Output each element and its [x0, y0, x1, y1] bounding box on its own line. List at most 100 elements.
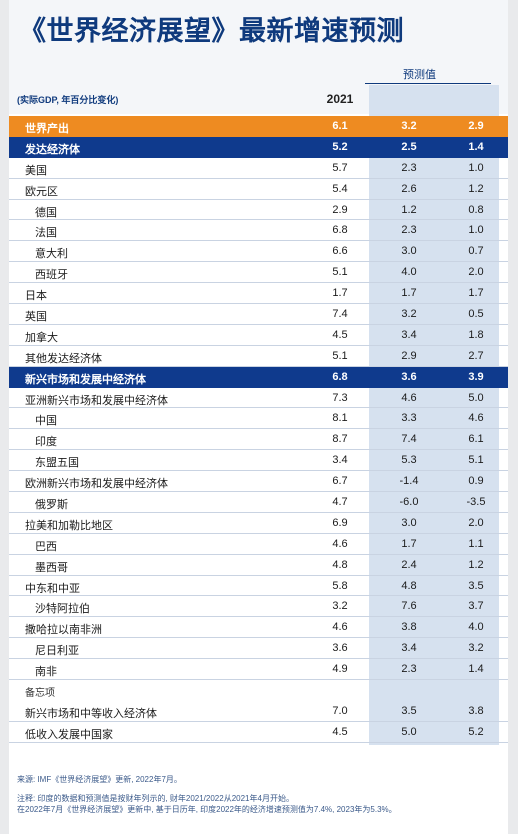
row-label: 东盟五国 [35, 457, 79, 470]
value-2021: 7.3 [332, 391, 348, 404]
table-row: 世界产出 6.1 3.2 2.9 [9, 116, 508, 137]
value-2023: 3.5 [468, 579, 484, 592]
value-2022: 1.7 [401, 537, 417, 550]
value-2021: 3.2 [332, 600, 348, 613]
value-2023: -3.5 [466, 496, 486, 509]
row-label: 巴西 [35, 540, 57, 553]
value-2022: 3.0 [401, 516, 417, 529]
table-row: 南非 4.9 2.3 1.4 [9, 659, 508, 681]
value-2023: 0.8 [468, 203, 484, 216]
value-2022: 3.8 [401, 621, 417, 634]
value-2023: 3.8 [468, 704, 484, 717]
growth-table: 世界产出 6.1 3.2 2.9 发达经济体 5.2 2.5 1.4 美国 5.7 2.3 1.0 欧元… [9, 116, 508, 743]
value-2023: 3.7 [468, 600, 484, 613]
forecast-card: 《世界经济展望》最新增速预测 预测值 (实际GDP, 年百分比变化) 2021 … [9, 0, 508, 834]
value-2023: 1.8 [468, 328, 484, 341]
value-2021: 5.1 [332, 266, 348, 279]
row-label: 备忘项 [25, 688, 55, 700]
row-label: 印度 [35, 436, 57, 449]
value-2022: 4.8 [401, 579, 417, 592]
row-label: 中东和中亚 [25, 582, 80, 595]
row-label: 亚洲新兴市场和发展中经济体 [25, 394, 168, 407]
footer: 来源: IMF《世界经济展望》更新, 2022年7月。 注释: 印度的数据和预测… [17, 774, 497, 815]
value-2022: 2.5 [401, 140, 417, 153]
row-label: 英国 [25, 311, 47, 324]
value-2021: 2.9 [332, 203, 348, 216]
table-row: 西班牙 5.1 4.0 2.0 [9, 262, 508, 284]
table-row: 欧洲新兴市场和发展中经济体 6.7 -1.4 0.9 [9, 471, 508, 493]
row-label: 拉美和加勒比地区 [25, 519, 113, 532]
value-2021: 3.4 [332, 454, 348, 467]
value-2021: 4.5 [332, 328, 348, 341]
table-row: 撒哈拉以南非洲 4.6 3.8 4.0 [9, 617, 508, 639]
value-2022: 3.0 [401, 245, 417, 258]
table-row: 俄罗斯 4.7 -6.0 -3.5 [9, 492, 508, 513]
table-row: 备忘项 [9, 680, 508, 701]
value-2022: 7.6 [401, 600, 417, 613]
value-2023: 2.7 [468, 349, 484, 362]
row-label: 墨西哥 [35, 561, 68, 574]
value-2021: 4.6 [332, 537, 348, 550]
table-row: 欧元区 5.4 2.6 1.2 [9, 179, 508, 200]
value-2023: 2.9 [468, 120, 484, 132]
value-2021: 5.4 [332, 182, 348, 195]
value-2022: 7.4 [401, 433, 417, 446]
value-2023: 6.1 [468, 433, 484, 446]
table-row: 墨西哥 4.8 2.4 1.2 [9, 555, 508, 576]
row-label: 欧洲新兴市场和发展中经济体 [25, 478, 168, 491]
row-label: 新兴市场和发展中经济体 [25, 373, 146, 386]
value-2022: 3.2 [401, 308, 417, 321]
value-2023: 1.1 [468, 537, 484, 550]
row-label: 发达经济体 [25, 143, 80, 156]
value-2023: 5.2 [468, 725, 484, 738]
table-row: 尼日利亚 3.6 3.4 3.2 [9, 638, 508, 660]
table-row: 拉美和加勒比地区 6.9 3.0 2.0 [9, 513, 508, 534]
value-2023: 1.4 [468, 140, 484, 153]
table-row: 发达经济体 5.2 2.5 1.4 [9, 136, 508, 158]
value-2021: 7.4 [332, 308, 348, 321]
row-label: 沙特阿拉伯 [35, 603, 90, 616]
value-2021: 6.9 [332, 516, 348, 529]
value-2022: -1.4 [399, 475, 419, 488]
value-2023: 0.5 [468, 308, 484, 321]
table-row: 巴西 4.6 1.7 1.1 [9, 534, 508, 555]
value-2022: 3.5 [401, 704, 417, 717]
value-2023: 0.9 [468, 475, 484, 488]
row-label: 其他发达经济体 [25, 352, 102, 365]
table-row: 低收入发展中国家 4.5 5.0 5.2 [9, 722, 508, 743]
table-row: 日本 1.7 1.7 1.7 [9, 283, 508, 305]
value-2022: -6.0 [399, 496, 419, 509]
row-label: 南非 [35, 666, 57, 679]
year-header-2021: 2021 [326, 92, 354, 106]
row-label: 意大利 [35, 248, 68, 261]
value-2023: 4.0 [468, 621, 484, 634]
value-2021: 6.8 [332, 224, 348, 237]
table-row: 亚洲新兴市场和发展中经济体 7.3 4.6 5.0 [9, 388, 508, 409]
table-row: 印度 8.7 7.4 6.1 [9, 429, 508, 451]
value-2021: 4.9 [332, 663, 348, 676]
table-row: 德国 2.9 1.2 0.8 [9, 200, 508, 221]
row-label: 加拿大 [25, 331, 58, 344]
value-2021: 7.0 [332, 704, 348, 717]
value-2023: 4.6 [468, 412, 484, 425]
projections-label: 预测值 [403, 69, 436, 81]
row-label: 美国 [25, 164, 47, 177]
row-label: 尼日利亚 [35, 645, 79, 658]
value-2022: 2.3 [401, 161, 417, 174]
value-2022: 2.9 [401, 349, 417, 362]
value-2023: 3.2 [468, 642, 484, 655]
value-2023: 1.7 [468, 287, 484, 300]
row-label: 法国 [35, 227, 57, 240]
value-2021: 6.8 [332, 370, 348, 383]
value-2021: 5.1 [332, 349, 348, 362]
value-2023: 1.2 [468, 558, 484, 571]
value-2021: 1.7 [332, 287, 348, 300]
value-2022: 5.0 [401, 725, 417, 738]
value-2022: 2.6 [401, 182, 417, 195]
value-2023: 3.9 [468, 370, 484, 383]
row-label: 德国 [35, 206, 57, 219]
table-row: 中国 8.1 3.3 4.6 [9, 408, 508, 430]
row-label: 俄罗斯 [35, 499, 68, 512]
table-row: 东盟五国 3.4 5.3 5.1 [9, 450, 508, 472]
value-2022: 5.3 [401, 454, 417, 467]
